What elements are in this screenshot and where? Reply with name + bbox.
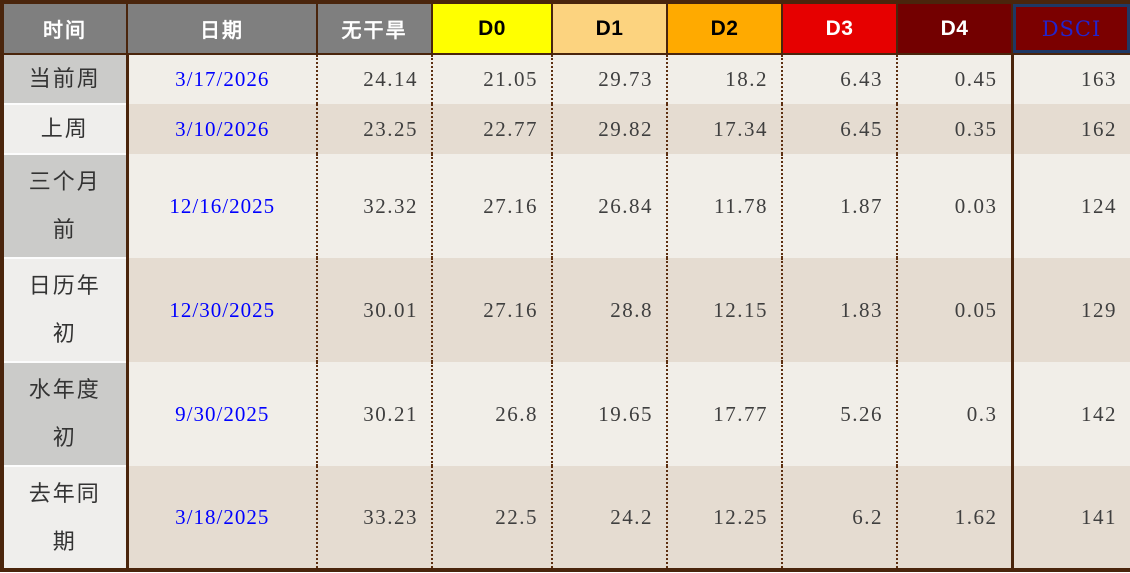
value-cell-dsci: 162 [1010,104,1130,154]
value-cell-none: 24.14 [316,54,432,104]
value-cell-d2: 12.15 [666,258,782,362]
col-header-d2: D2 [666,1,783,55]
col-header-d0: D0 [431,1,553,55]
value-cell-d0: 27.16 [431,258,552,362]
col-header-d4: D4 [896,1,1013,55]
value-cell-none: 30.21 [316,362,432,466]
table-row-current-week: 当前周 3/17/2026 24.14 21.05 29.73 18.2 6.4… [2,54,1130,105]
period-cell: 上周 [2,104,129,155]
col-header-date: 日期 [126,1,318,55]
value-cell-none: 30.01 [316,258,432,362]
value-cell-d2: 17.77 [666,362,782,466]
table-row-one-year-ago: 去年同期 3/18/2025 33.23 22.5 24.2 12.25 6.2… [2,466,1130,570]
table-row-three-months-ago: 三个月前 12/16/2025 32.32 27.16 26.84 11.78 … [2,154,1130,259]
period-cell: 日历年初 [2,258,129,363]
value-cell-d1: 29.82 [551,104,667,154]
value-cell-d1: 28.8 [551,258,667,362]
value-cell-d0: 22.5 [431,466,552,570]
value-cell-dsci: 129 [1010,258,1130,362]
value-cell-d3: 6.2 [781,466,897,570]
value-cell-d0: 22.77 [431,104,552,154]
value-cell-d4: 1.62 [896,466,1012,570]
value-cell-d2: 12.25 [666,466,782,570]
value-cell-none: 33.23 [316,466,432,570]
date-cell[interactable]: 3/18/2025 [127,466,317,570]
value-cell-d4: 0.45 [896,54,1012,104]
period-cell: 当前周 [2,54,129,105]
value-cell-dsci: 124 [1010,154,1130,258]
value-cell-d3: 1.87 [781,154,897,258]
value-cell-dsci: 142 [1010,362,1130,466]
value-cell-d2: 11.78 [666,154,782,258]
value-cell-d3: 5.26 [781,362,897,466]
value-cell-d2: 17.34 [666,104,782,154]
date-cell[interactable]: 12/16/2025 [127,154,317,258]
value-cell-d1: 26.84 [551,154,667,258]
table-row-start-of-calendar-year: 日历年初 12/30/2025 30.01 27.16 28.8 12.15 1… [2,258,1130,363]
col-header-time: 时间 [1,1,128,55]
value-cell-none: 32.32 [316,154,432,258]
header-row: 时间 日期 无干旱 D0 D1 D2 D3 D4 DSCI [1,1,1130,55]
col-header-d3: D3 [781,1,898,55]
date-cell[interactable]: 3/10/2026 [127,104,317,154]
period-cell: 去年同期 [2,466,129,570]
value-cell-d0: 27.16 [431,154,552,258]
col-header-no-drought: 无干旱 [316,1,433,55]
value-cell-d4: 0.3 [896,362,1012,466]
value-cell-dsci: 163 [1010,54,1130,104]
value-cell-d4: 0.35 [896,104,1012,154]
date-cell[interactable]: 3/17/2026 [127,54,317,104]
period-cell: 水年度初 [2,362,129,467]
table-row-last-week: 上周 3/10/2026 23.25 22.77 29.82 17.34 6.4… [2,104,1130,155]
value-cell-none: 23.25 [316,104,432,154]
value-cell-d3: 1.83 [781,258,897,362]
value-cell-d4: 0.03 [896,154,1012,258]
value-cell-d2: 18.2 [666,54,782,104]
value-cell-d1: 29.73 [551,54,667,104]
period-cell: 三个月前 [2,154,129,259]
value-cell-d1: 24.2 [551,466,667,570]
col-header-d1: D1 [551,1,668,55]
date-cell[interactable]: 12/30/2025 [127,258,317,362]
value-cell-d3: 6.43 [781,54,897,104]
value-cell-d0: 21.05 [431,54,552,104]
date-cell[interactable]: 9/30/2025 [127,362,317,466]
value-cell-d3: 6.45 [781,104,897,154]
table-row-start-of-water-year: 水年度初 9/30/2025 30.21 26.8 19.65 17.77 5.… [2,362,1130,467]
col-header-dsci: DSCI [1011,1,1130,55]
value-cell-dsci: 141 [1010,466,1130,570]
value-cell-d0: 26.8 [431,362,552,466]
value-cell-d4: 0.05 [896,258,1012,362]
value-cell-d1: 19.65 [551,362,667,466]
